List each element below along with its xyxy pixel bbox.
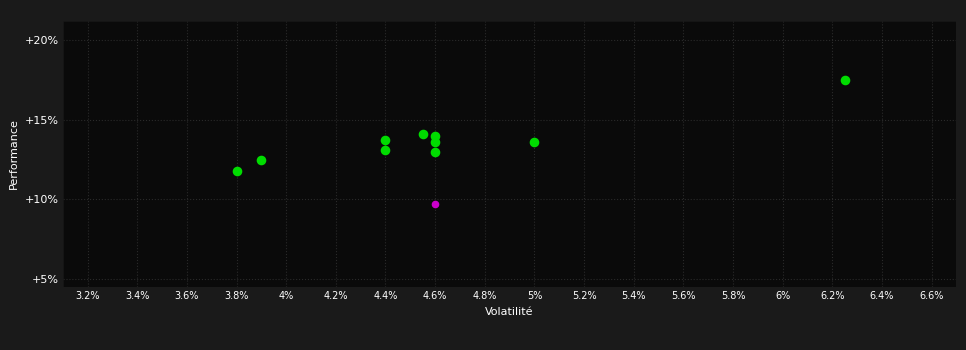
Point	[378, 138, 393, 143]
X-axis label: Volatilité: Volatilité	[485, 307, 534, 317]
Point	[427, 201, 442, 207]
Point	[378, 147, 393, 153]
Point	[415, 131, 431, 137]
Point	[254, 157, 270, 162]
Point	[837, 77, 852, 83]
Point	[427, 149, 442, 154]
Point	[229, 168, 244, 174]
Point	[427, 139, 442, 145]
Point	[526, 139, 542, 145]
Y-axis label: Performance: Performance	[9, 119, 19, 189]
Point	[427, 133, 442, 139]
